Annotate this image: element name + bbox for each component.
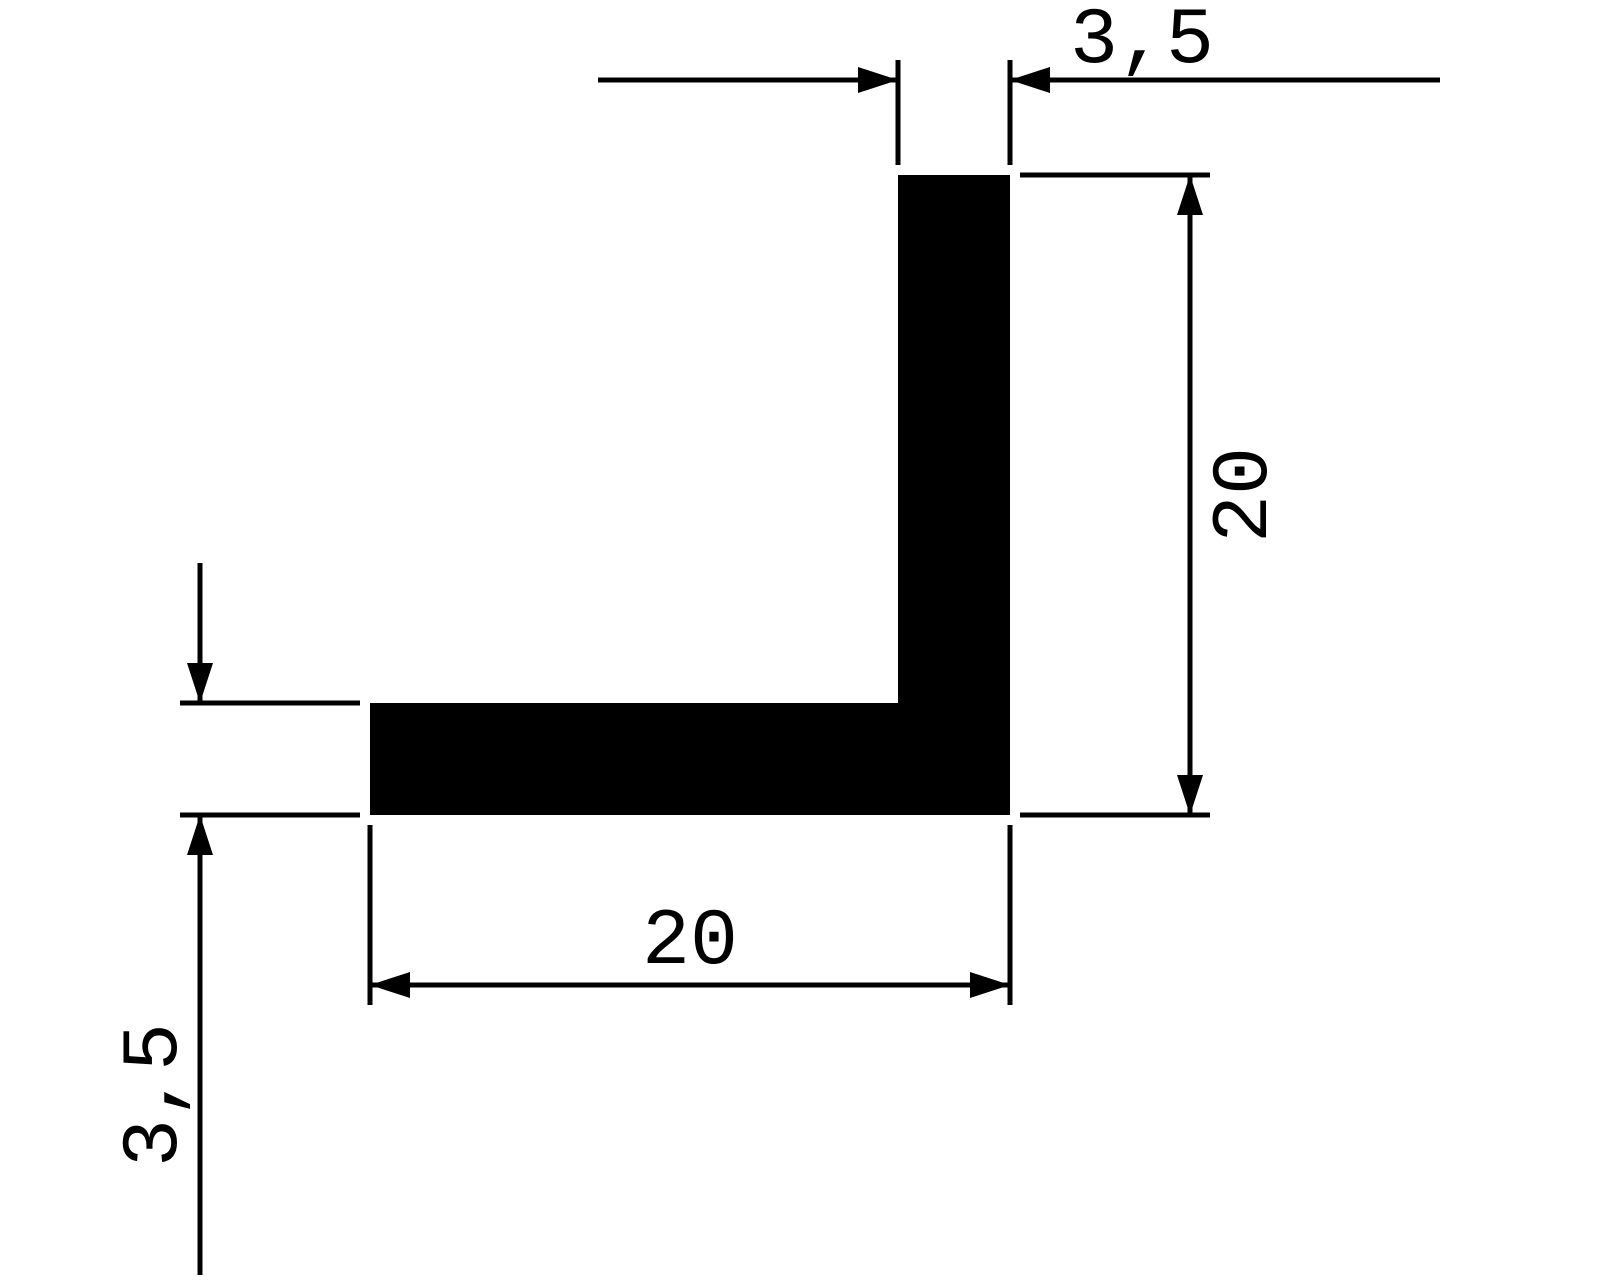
dim-label-thk-left: 3,5 <box>110 1023 201 1167</box>
dim-label-height: 20 <box>1200 447 1291 543</box>
dim-label-thk-top: 3,5 <box>1070 0 1214 87</box>
dim-label-width: 20 <box>642 897 738 988</box>
